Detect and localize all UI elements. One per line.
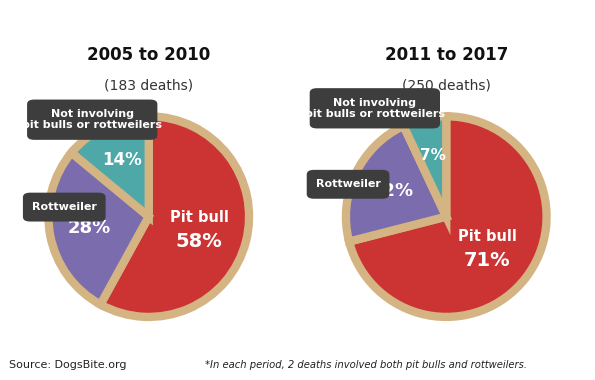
Text: Rottweiler: Rottweiler [315,179,381,189]
Text: Not involving
pit bulls or rottweilers: Not involving pit bulls or rottweilers [305,98,445,119]
Text: 58%: 58% [176,232,223,251]
Text: *In each period, 2 deaths involved both pit bulls and rottweilers.: *In each period, 2 deaths involved both … [205,361,527,370]
Wedge shape [346,126,446,242]
Text: 14%: 14% [102,151,142,169]
Text: Pit bull: Pit bull [170,210,228,225]
Text: Not involving
pit bulls or rottweilers: Not involving pit bulls or rottweilers [22,109,162,130]
Text: 2011 to 2017: 2011 to 2017 [384,46,508,64]
Text: 28%: 28% [68,219,111,237]
Wedge shape [101,116,249,317]
Text: Rottweiler: Rottweiler [32,202,97,212]
Text: Source: DogsBite.org: Source: DogsBite.org [9,361,126,370]
Text: (250 deaths): (250 deaths) [402,78,491,92]
Text: Pit bull: Pit bull [458,229,517,244]
Text: 13 Years of Dog Bite Fatalities in Two Periods: 13 Years of Dog Bite Fatalities in Two P… [68,11,527,29]
Text: (183 deaths): (183 deaths) [104,78,193,92]
Wedge shape [71,116,149,217]
Text: 2005 to 2010: 2005 to 2010 [87,46,211,64]
Wedge shape [48,153,149,304]
Wedge shape [403,116,446,217]
Text: 71%: 71% [464,251,511,270]
Wedge shape [349,116,547,317]
Text: 22%: 22% [370,182,414,200]
Text: 7%: 7% [419,149,446,163]
